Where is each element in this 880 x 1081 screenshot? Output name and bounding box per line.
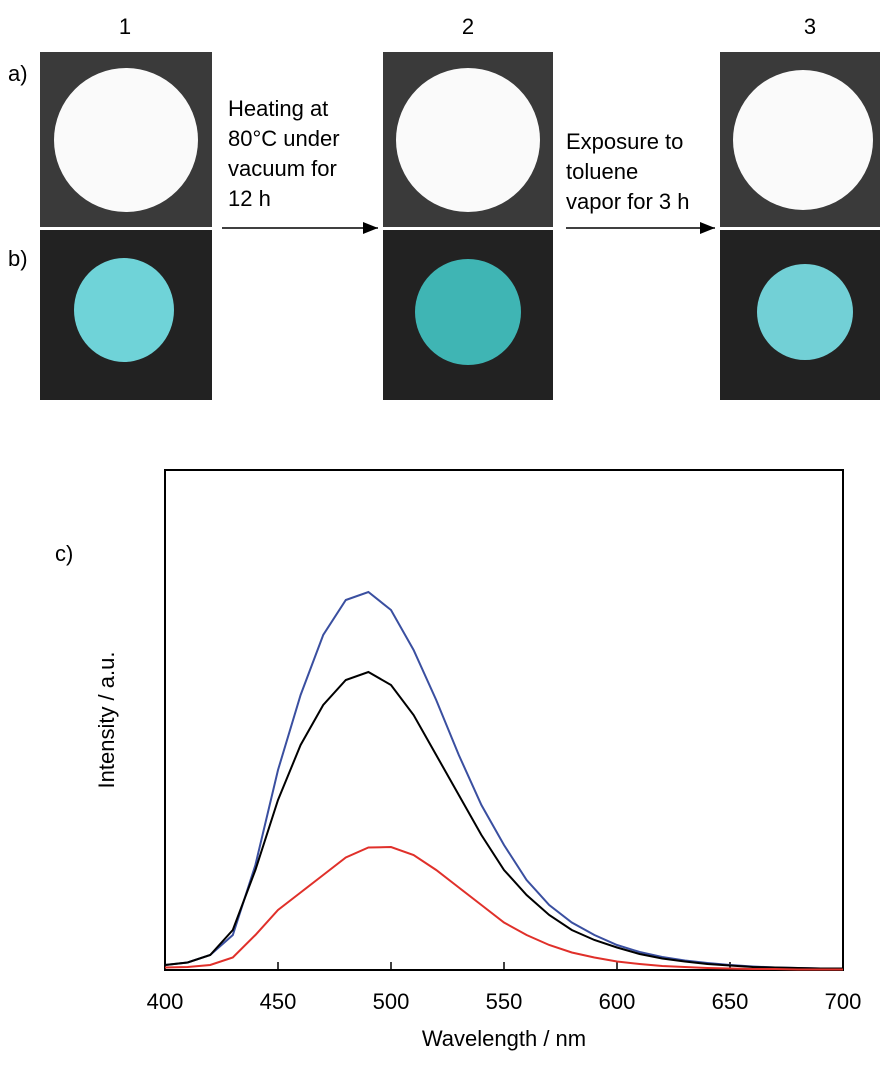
row-label: b) [8, 246, 28, 271]
x-axis-title: Wavelength / nm [422, 1026, 586, 1051]
photo-a3 [720, 52, 880, 227]
panel-label: c) [55, 541, 73, 566]
photo-b2 [383, 230, 553, 400]
x-tick-label: 650 [712, 989, 749, 1014]
photo-a1 [40, 52, 212, 227]
panel-number: 1 [119, 14, 131, 39]
photo-a2 [383, 52, 553, 227]
panel-number: 2 [462, 14, 474, 39]
x-tick-label: 700 [825, 989, 862, 1014]
step-text: Heating at [228, 96, 328, 121]
step-text: 80°C under [228, 126, 340, 151]
y-axis-title: Intensity / a.u. [94, 652, 119, 789]
step-text: 12 h [228, 186, 271, 211]
spectrum-line [164, 670, 843, 970]
spectrum-line [164, 590, 843, 970]
x-tick-label: 550 [486, 989, 523, 1014]
row-label: a) [8, 61, 28, 86]
panel-number: 3 [804, 14, 816, 39]
plot-frame [164, 469, 844, 971]
x-tick-label: 400 [147, 989, 184, 1014]
photo-b1 [40, 230, 212, 400]
spectrum-line [164, 845, 843, 971]
x-tick-label: 500 [373, 989, 410, 1014]
x-tick-label: 600 [599, 989, 636, 1014]
x-tick-label: 450 [260, 989, 297, 1014]
step-text: toluene [566, 159, 638, 184]
step-text: Exposure to [566, 129, 683, 154]
step-text: vacuum for [228, 156, 337, 181]
step-text: vapor for 3 h [566, 189, 690, 214]
photo-b3 [720, 230, 880, 400]
